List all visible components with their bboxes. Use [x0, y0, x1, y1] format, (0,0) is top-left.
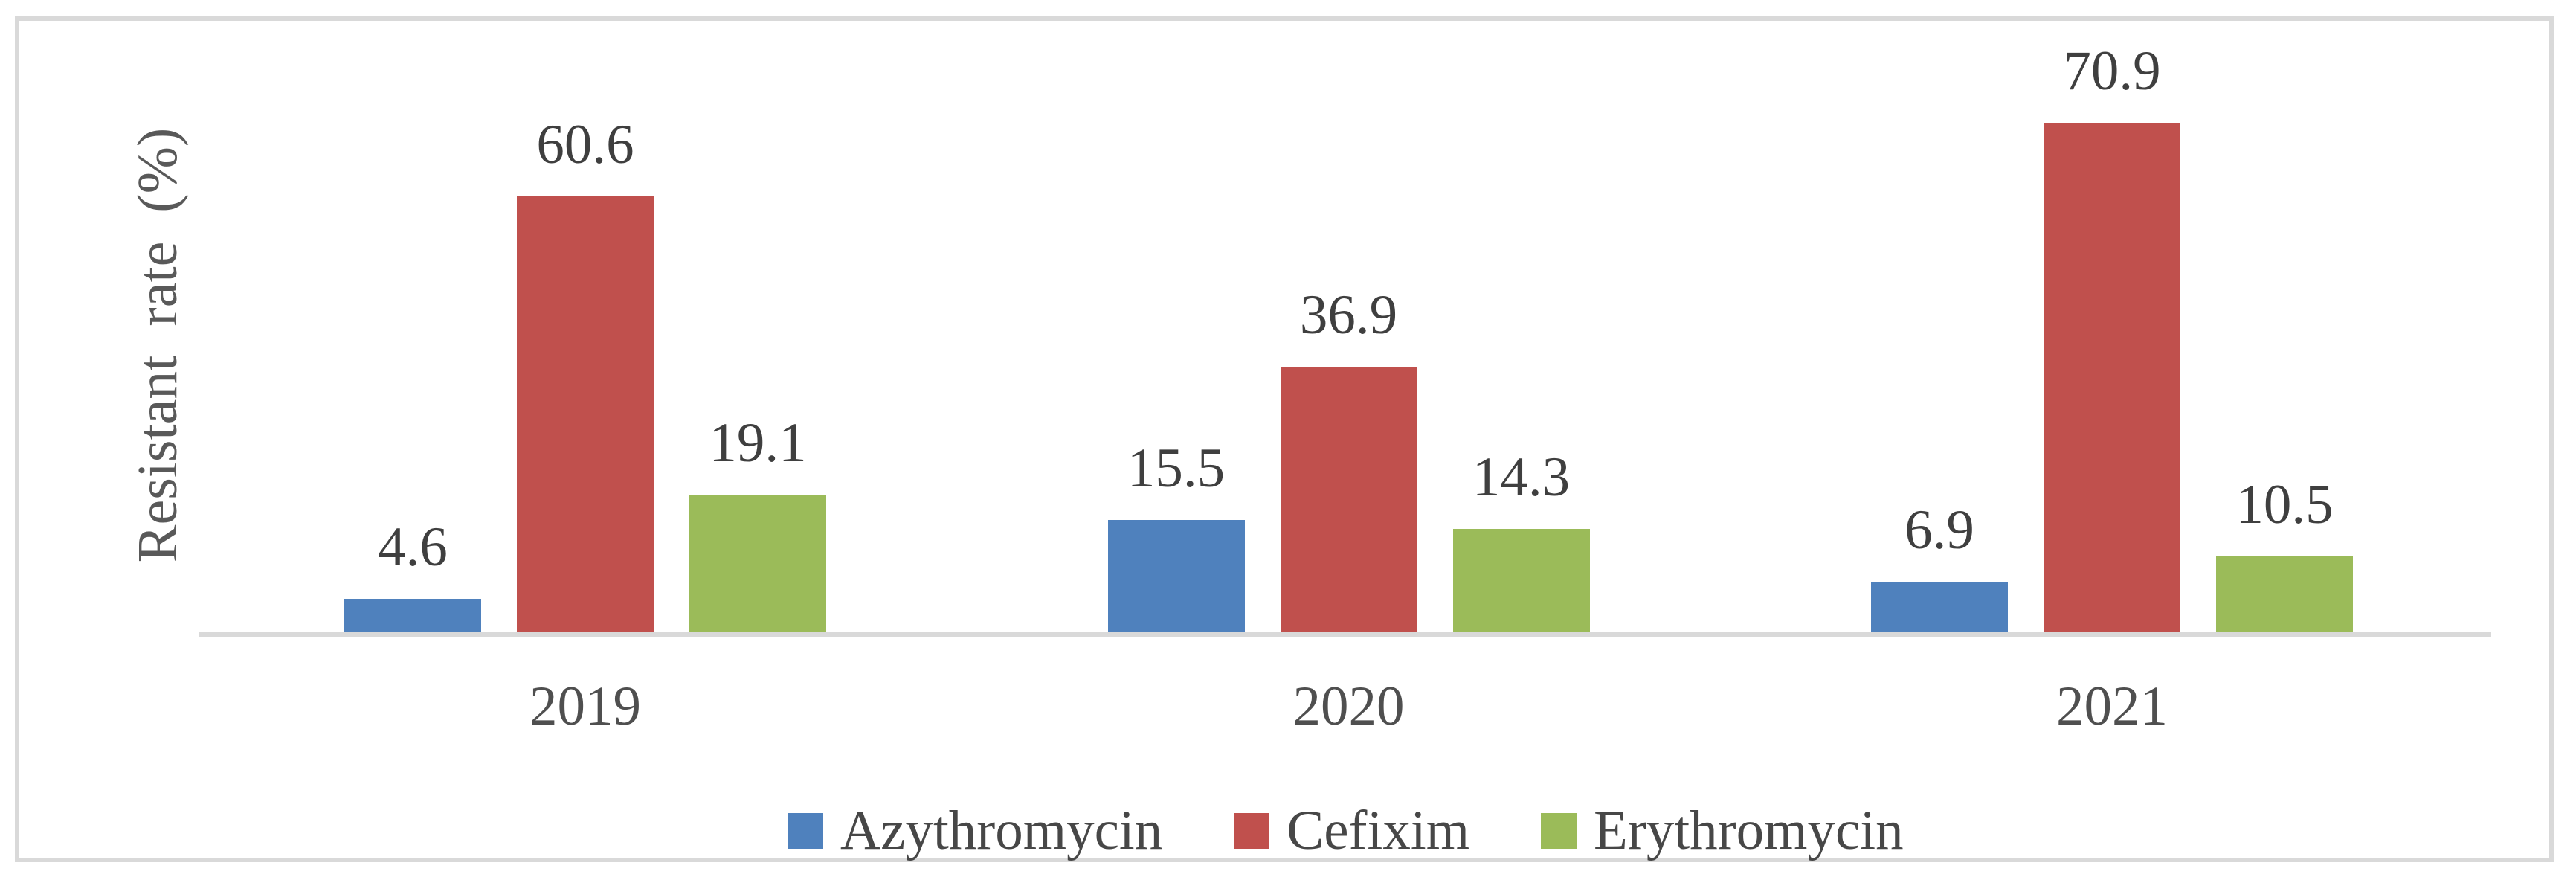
- bar-cefixim-2020: [1280, 367, 1417, 632]
- x-axis-line: [199, 632, 2491, 637]
- bar-group-2020: 15.5 36.9 14.3: [1107, 0, 1590, 632]
- bar-azythromycin-2019: [344, 599, 481, 632]
- data-label-azythromycin-2021: 6.9: [1904, 499, 1974, 561]
- data-label-cefixim-2021: 70.9: [2063, 40, 2161, 102]
- legend-item-azythromycin: Azythromycin: [788, 803, 1162, 858]
- x-tick-label-2021: 2021: [2056, 675, 2168, 737]
- bar-cefixim-2019: [517, 196, 654, 632]
- bar-group-2019: 4.6 60.6 19.1: [344, 0, 826, 632]
- y-axis-title: Resistant rate (%): [126, 127, 189, 563]
- chart-frame-border: [15, 16, 2554, 862]
- bar-group-2021: 6.9 70.9 10.5: [1871, 0, 2353, 632]
- legend-item-cefixim: Cefixim: [1234, 803, 1469, 858]
- legend-label-cefixim: Cefixim: [1287, 800, 1470, 861]
- x-tick-label-2020: 2020: [1292, 675, 1405, 737]
- data-label-cefixim-2020: 36.9: [1299, 284, 1398, 346]
- bar-azythromycin-2020: [1107, 520, 1245, 632]
- plot-area: 4.6 60.6 19.1 15.5 36.9 14.3 6.9 70.9 10.5: [199, 0, 2491, 632]
- x-axis-tick-labels: 2019 2020 2021: [199, 678, 2491, 734]
- data-label-cefixim-2019: 60.6: [536, 114, 634, 176]
- legend-item-erythromycin: Erythromycin: [1541, 803, 1904, 858]
- data-label-erythromycin-2019: 19.1: [709, 412, 807, 474]
- data-label-erythromycin-2020: 14.3: [1472, 446, 1571, 508]
- bar-cefixim-2021: [2044, 123, 2180, 632]
- bar-erythromycin-2020: [1452, 529, 1590, 632]
- bar-erythromycin-2019: [689, 495, 826, 632]
- legend-label-erythromycin: Erythromycin: [1594, 800, 1904, 861]
- legend-swatch-erythromycin: [1541, 812, 1577, 849]
- data-label-azythromycin-2020: 15.5: [1127, 437, 1226, 499]
- data-label-erythromycin-2021: 10.5: [2235, 474, 2334, 536]
- legend-label-azythromycin: Azythromycin: [840, 800, 1163, 861]
- data-label-azythromycin-2019: 4.6: [378, 516, 448, 578]
- legend-swatch-cefixim: [1234, 812, 1270, 849]
- bar-erythromycin-2021: [2216, 556, 2353, 632]
- bar-azythromycin-2021: [1871, 582, 2008, 632]
- x-tick-label-2019: 2019: [529, 675, 641, 737]
- legend-swatch-azythromycin: [788, 812, 823, 849]
- chart-legend: Azythromycin Cefixim Erythromycin: [788, 803, 1904, 858]
